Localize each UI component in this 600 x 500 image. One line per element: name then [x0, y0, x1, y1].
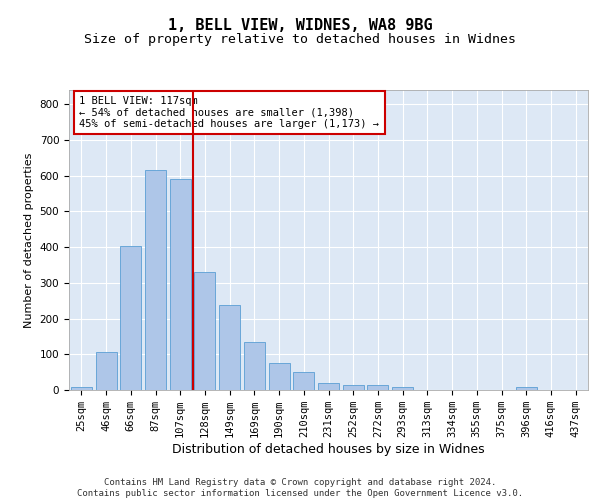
Text: 1 BELL VIEW: 117sqm
← 54% of detached houses are smaller (1,398)
45% of semi-det: 1 BELL VIEW: 117sqm ← 54% of detached ho…: [79, 96, 379, 129]
Bar: [516, 387, 537, 390]
X-axis label: Distribution of detached houses by size in Widnes: Distribution of detached houses by size …: [172, 443, 485, 456]
Text: Size of property relative to detached houses in Widnes: Size of property relative to detached ho…: [84, 32, 516, 46]
Bar: [244, 342, 265, 390]
Text: Contains HM Land Registry data © Crown copyright and database right 2024.
Contai: Contains HM Land Registry data © Crown c…: [77, 478, 523, 498]
Bar: [219, 305, 240, 390]
Bar: [194, 272, 215, 390]
Bar: [392, 387, 413, 390]
Bar: [367, 384, 388, 390]
Bar: [120, 246, 141, 390]
Bar: [343, 385, 364, 390]
Bar: [170, 178, 191, 390]
Bar: [95, 352, 116, 390]
Bar: [269, 362, 290, 390]
Bar: [318, 382, 339, 390]
Bar: [293, 372, 314, 390]
Y-axis label: Number of detached properties: Number of detached properties: [24, 152, 34, 328]
Bar: [71, 387, 92, 390]
Bar: [145, 170, 166, 390]
Text: 1, BELL VIEW, WIDNES, WA8 9BG: 1, BELL VIEW, WIDNES, WA8 9BG: [167, 18, 433, 32]
